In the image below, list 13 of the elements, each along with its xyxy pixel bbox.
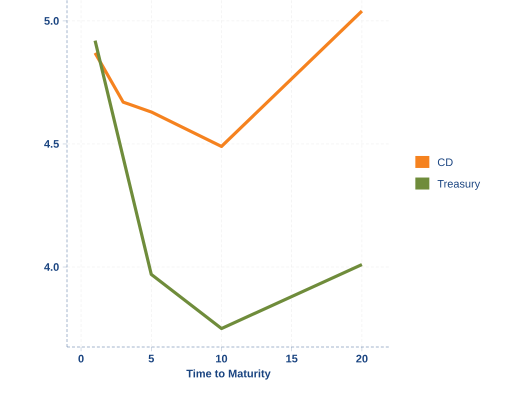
x-tick-label: 5 (148, 354, 154, 362)
x-axis-title: Time to Maturity (186, 369, 271, 380)
legend-label: CD (438, 158, 453, 166)
x-tick-label: 20 (356, 354, 368, 363)
line-series (93, 39, 364, 330)
line-series (93, 9, 364, 148)
x-tick-label: 10 (216, 354, 228, 363)
y-tick-label: 5.0 (44, 17, 59, 25)
y-tick-label: 4.0 (44, 263, 59, 271)
legend-label: Treasury (438, 180, 480, 190)
x-tick-label: 15 (286, 354, 298, 362)
y-tick-label: 4.5 (44, 140, 59, 148)
x-tick-label: 0 (78, 354, 84, 363)
